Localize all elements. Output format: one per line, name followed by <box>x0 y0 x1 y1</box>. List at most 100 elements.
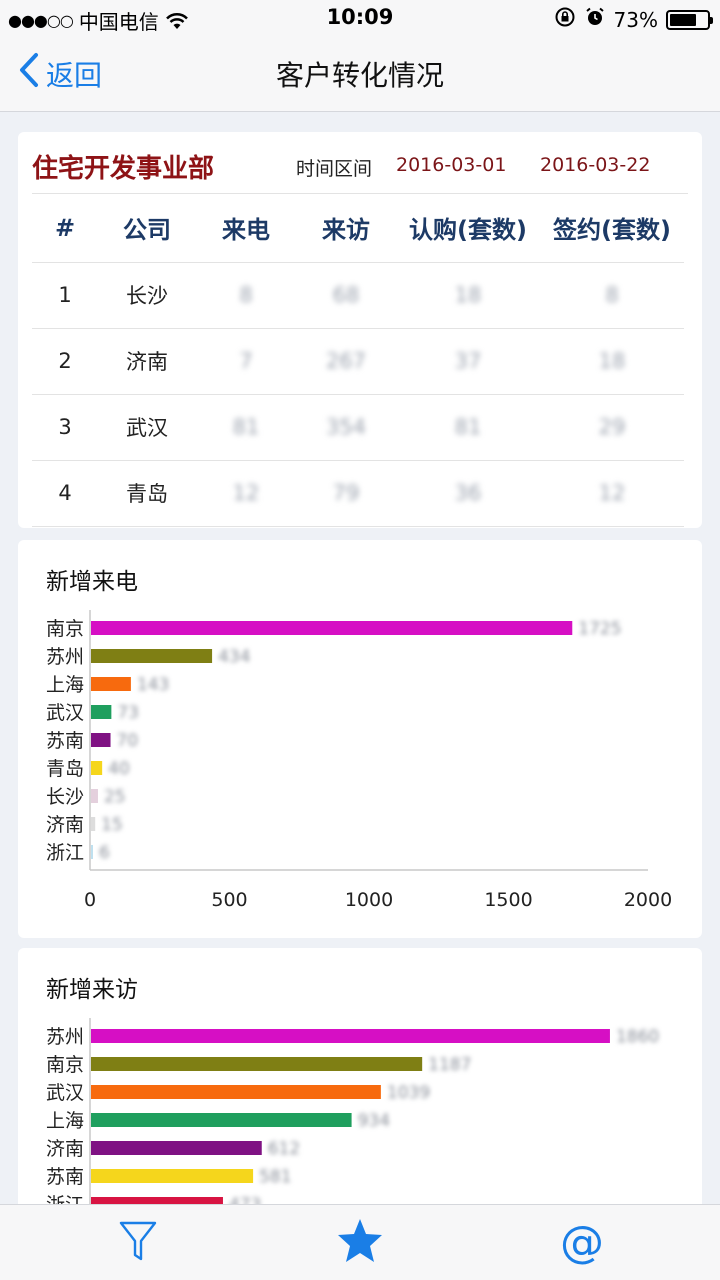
battery-percent: 73% <box>613 7 658 32</box>
bar[interactable] <box>91 649 213 663</box>
row-company: 长沙 <box>98 262 196 329</box>
category-label: 武汉 <box>46 1082 84 1104</box>
at-icon: @ <box>560 1217 604 1268</box>
bar[interactable] <box>91 1085 381 1099</box>
status-bar: ●●●○○ 中国电信 10:09 73% <box>0 0 720 38</box>
row-calls: 8 <box>196 262 296 329</box>
row-subscribe: 18 <box>396 262 540 329</box>
x-tick-label: 2000 <box>624 889 672 911</box>
data-label: 581 <box>259 1167 291 1187</box>
new-visits-chart: 苏州1860南京1187武汉1039上海934济南612苏南581浙江473 <box>46 1018 659 1222</box>
row-calls: 12 <box>196 460 296 527</box>
data-label: 1039 <box>387 1083 430 1103</box>
category-label: 苏南 <box>46 730 84 752</box>
row-calls: 81 <box>196 394 296 461</box>
table-header-row: # 公司 来电 来访 认购(套数) 签约(套数) <box>32 194 684 263</box>
data-label: 6 <box>99 843 110 863</box>
data-label: 73 <box>117 703 139 723</box>
chart-title: 新增来访 <box>46 977 138 1003</box>
back-button[interactable]: 返回 <box>18 52 102 95</box>
star-icon <box>335 1217 385 1269</box>
category-label: 济南 <box>46 1138 84 1160</box>
wifi-icon <box>165 12 189 30</box>
row-visits: 267 <box>296 328 396 395</box>
table-row[interactable]: 2 济南 7 267 37 18 <box>32 328 684 395</box>
data-label: 1187 <box>428 1055 471 1075</box>
row-visits: 79 <box>296 460 396 527</box>
row-sign: 8 <box>540 262 684 329</box>
row-sign: 12 <box>540 460 684 527</box>
end-date[interactable]: 2016-03-22 <box>540 154 651 176</box>
department-title: 住宅开发事业部 <box>32 154 215 184</box>
category-label: 武汉 <box>46 702 84 724</box>
summary-table: # 公司 来电 来访 认购(套数) 签约(套数) 1 长沙 8 68 18 8 … <box>32 194 684 527</box>
bar[interactable] <box>91 733 111 747</box>
data-label: 1725 <box>578 619 621 639</box>
category-label: 青岛 <box>46 758 84 780</box>
new-visits-chart-card: 苏州1860南京1187武汉1039上海934济南612苏南581浙江473 新… <box>18 948 702 1248</box>
category-label: 浙江 <box>46 842 84 864</box>
summary-header: 住宅开发事业部 时间区间 2016-03-01 2016-03-22 <box>32 146 688 194</box>
battery-icon <box>666 9 713 30</box>
row-company: 济南 <box>98 328 196 395</box>
chart-title: 新增来电 <box>46 569 138 595</box>
tab-contact[interactable]: @ <box>542 1205 622 1280</box>
category-label: 苏州 <box>46 1026 84 1048</box>
row-sign: 18 <box>540 328 684 395</box>
data-label: 15 <box>101 815 123 835</box>
bar[interactable] <box>91 1029 610 1043</box>
bar[interactable] <box>91 705 112 719</box>
row-company: 武汉 <box>98 394 196 461</box>
bar[interactable] <box>91 677 131 691</box>
alarm-icon <box>584 6 606 33</box>
category-label: 济南 <box>46 814 84 836</box>
category-label: 南京 <box>46 1054 84 1076</box>
bar[interactable] <box>91 789 98 803</box>
table-row[interactable]: 3 武汉 81 354 81 29 <box>32 394 684 461</box>
bar[interactable] <box>91 1113 352 1127</box>
category-label: 上海 <box>46 1110 84 1132</box>
column-header-sign: 签约(套数) <box>540 194 684 263</box>
rotation-lock-icon <box>554 6 576 33</box>
bar[interactable] <box>91 817 96 831</box>
bar[interactable] <box>91 845 93 859</box>
chevron-left-icon <box>18 52 40 95</box>
bar[interactable] <box>91 1057 423 1071</box>
row-sign: 29 <box>540 394 684 461</box>
column-header-calls: 来电 <box>196 194 296 263</box>
category-label: 苏州 <box>46 646 84 668</box>
data-label: 40 <box>108 759 130 779</box>
row-visits: 68 <box>296 262 396 329</box>
navigation-bar: 返回 客户转化情况 <box>0 38 720 112</box>
tab-filter[interactable] <box>98 1205 178 1280</box>
data-label: 1860 <box>616 1027 659 1047</box>
x-tick-label: 500 <box>211 889 247 911</box>
back-label: 返回 <box>46 58 103 92</box>
bar[interactable] <box>91 761 103 775</box>
column-header-company: 公司 <box>98 194 196 263</box>
time-range-label: 时间区间 <box>296 158 373 180</box>
row-subscribe: 37 <box>396 328 540 395</box>
table-row[interactable]: 4 青岛 12 79 36 12 <box>32 460 684 527</box>
bar[interactable] <box>91 1169 254 1183</box>
row-index: 1 <box>32 262 98 329</box>
signal-strength-icon: ●●●○○ <box>8 11 74 30</box>
battery-level <box>670 13 697 26</box>
start-date[interactable]: 2016-03-01 <box>396 154 507 176</box>
data-label: 612 <box>268 1139 300 1159</box>
bar[interactable] <box>91 1141 262 1155</box>
summary-card: 住宅开发事业部 时间区间 2016-03-01 2016-03-22 # 公司 … <box>18 132 702 528</box>
tab-favorite[interactable] <box>320 1205 400 1280</box>
filter-icon <box>118 1219 158 1267</box>
bar[interactable] <box>91 621 573 635</box>
data-label: 934 <box>358 1111 390 1131</box>
row-visits: 354 <box>296 394 396 461</box>
data-label: 434 <box>218 647 250 667</box>
category-label: 上海 <box>46 674 84 696</box>
table-row[interactable]: 1 长沙 8 68 18 8 <box>32 262 684 329</box>
data-label: 143 <box>137 675 169 695</box>
column-header-subscribe: 认购(套数) <box>396 194 540 263</box>
row-index: 2 <box>32 328 98 395</box>
new-calls-chart-card: 0 500 1000 1500 2000 南京 1725 苏州 434 上海 143 武汉 73 苏南 70… <box>18 540 702 938</box>
category-label: 长沙 <box>46 786 84 808</box>
